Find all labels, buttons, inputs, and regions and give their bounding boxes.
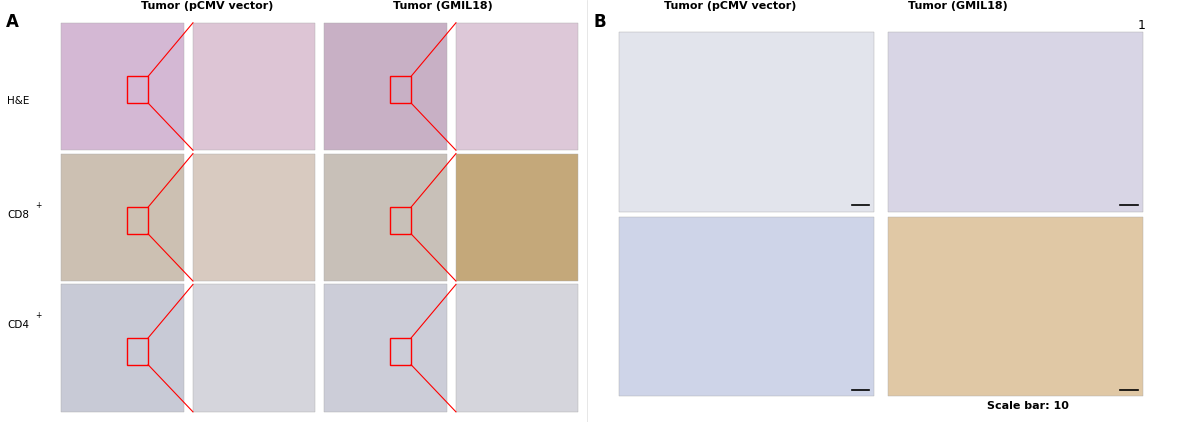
Text: H&E: H&E: [7, 96, 30, 106]
Bar: [324, 154, 447, 281]
Text: Tumor (GMIL18): Tumor (GMIL18): [394, 0, 493, 11]
Bar: [193, 154, 314, 281]
Text: Tumor (pCMV vector): Tumor (pCMV vector): [664, 0, 797, 11]
Text: B: B: [593, 13, 606, 31]
Bar: [889, 32, 1143, 212]
Bar: [324, 23, 447, 150]
Bar: [619, 32, 875, 212]
Bar: [456, 154, 578, 281]
Bar: [390, 76, 411, 103]
Text: Tumor (pCMV vector): Tumor (pCMV vector): [141, 0, 273, 11]
Bar: [61, 154, 183, 281]
Bar: [456, 284, 578, 412]
Text: Scale bar: 10: Scale bar: 10: [987, 401, 1069, 411]
Bar: [390, 338, 411, 365]
Bar: [128, 76, 148, 103]
Text: Tumor (GMIL18): Tumor (GMIL18): [908, 0, 1007, 11]
Bar: [390, 207, 411, 234]
Text: 1: 1: [1137, 19, 1145, 32]
Bar: [193, 284, 314, 412]
Text: CD8: CD8: [7, 210, 30, 220]
Bar: [324, 284, 447, 412]
Text: +: +: [35, 201, 41, 211]
Text: CD4: CD4: [7, 320, 30, 330]
Bar: [619, 217, 875, 396]
Text: A: A: [6, 13, 19, 31]
Bar: [61, 284, 183, 412]
Bar: [128, 207, 148, 234]
Text: +: +: [35, 311, 41, 320]
Bar: [456, 23, 578, 150]
Bar: [61, 23, 183, 150]
Bar: [128, 338, 148, 365]
Bar: [889, 217, 1143, 396]
Bar: [193, 23, 314, 150]
